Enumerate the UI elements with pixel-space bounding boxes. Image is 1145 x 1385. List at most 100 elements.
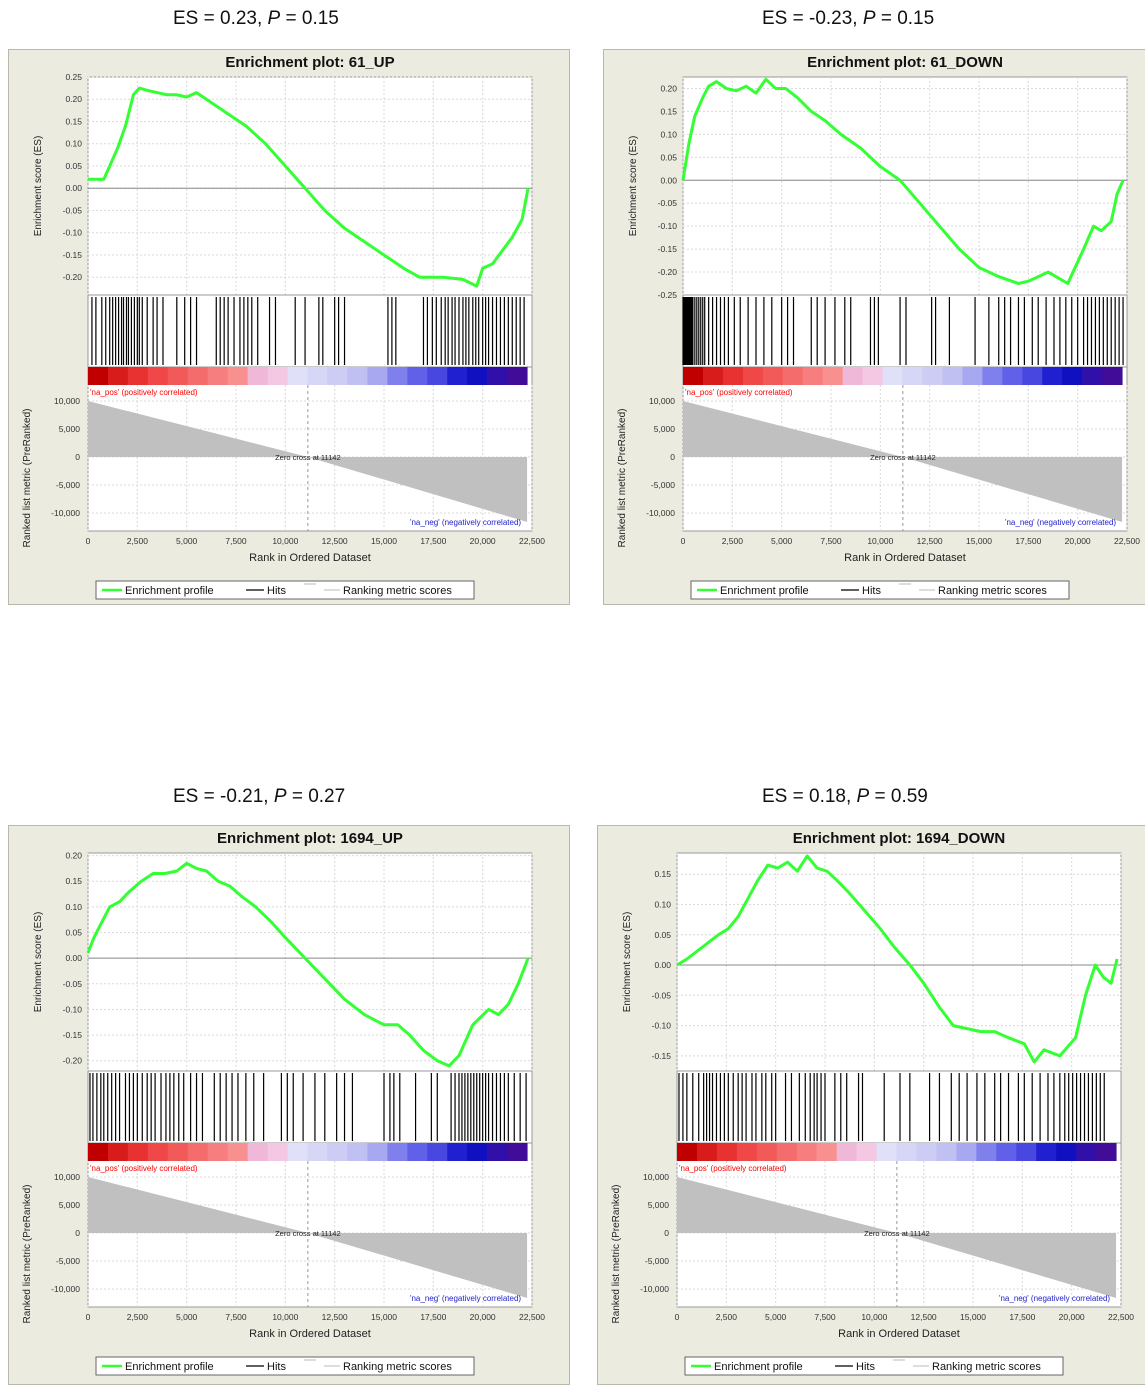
chart-title: Enrichment plot: 61_UP [225, 54, 394, 71]
rank-strip-segment [307, 367, 328, 385]
zero-cross-label: Zero cross at 11142 [275, 453, 341, 462]
es-tick-label: 0.10 [660, 129, 677, 139]
metric-area-positive [683, 401, 903, 457]
rank-strip-segment [367, 367, 388, 385]
es-tick-label: 0.15 [65, 116, 82, 126]
rank-strip-segment [716, 1143, 738, 1161]
x-tick-label: 15,000 [371, 536, 397, 546]
rank-strip-segment [407, 1143, 428, 1161]
legend-label-metric: Ranking metric scores [343, 585, 452, 597]
es-tick-label: -0.15 [63, 1030, 83, 1040]
metric-tick-label: -5,000 [645, 1256, 669, 1266]
rank-strip-segment [822, 367, 844, 385]
rank-strip-segment [287, 1143, 309, 1161]
metric-tick-label: 0 [75, 452, 80, 462]
x-tick-label: 2,500 [716, 1312, 738, 1322]
rank-strip-segment [427, 367, 448, 385]
legend-label-hits: Hits [267, 585, 286, 597]
chart-caption-3: ES = -0.21, P = 0.27 [173, 786, 346, 807]
metric-tick-label: 0 [664, 1228, 669, 1238]
metric-area-negative [307, 1233, 528, 1298]
x-tick-label: 0 [681, 536, 686, 546]
x-tick-label: 0 [86, 1312, 91, 1322]
rank-strip-segment [127, 1143, 149, 1161]
x-tick-label: 2,500 [127, 1312, 149, 1322]
es-tick-label: 0.05 [654, 930, 671, 940]
es-tick-label: -0.10 [652, 1021, 672, 1031]
x-tick-label: 7,500 [225, 1312, 247, 1322]
rank-strip-segment [1002, 367, 1023, 385]
pos-correlated-label: 'na_pos' (positively correlated) [90, 1164, 198, 1173]
es-tick-label: 0.20 [65, 94, 82, 104]
es-tick-label: 0.10 [654, 899, 671, 909]
rank-strip-segment [1042, 367, 1063, 385]
enrichment-panel-61-down: Enrichment plot: 61_DOWN 0.20 0.15 0.10 0.05… [603, 49, 1145, 605]
rank-strip-segment [247, 367, 269, 385]
x-tick-label: 17,500 [1009, 1312, 1035, 1322]
es-tick-label: -0.10 [63, 228, 83, 238]
x-tick-label: 20,000 [1065, 536, 1091, 546]
enrichment-panel-1694-up: Enrichment plot: 1694_UP 0.20 0.15 0.10 0.05… [8, 825, 570, 1385]
metric-tick-label: -10,000 [51, 508, 80, 518]
rank-strip-segment [1102, 367, 1123, 385]
rank-strip-segment [327, 367, 348, 385]
rank-strip-segment [856, 1143, 878, 1161]
es-tick-label: 0.20 [660, 83, 677, 93]
chart-title: Enrichment plot: 61_DOWN [807, 54, 1003, 71]
x-tick-label: 17,500 [1015, 536, 1041, 546]
rank-strip-segment [88, 367, 109, 385]
rank-strip-segment [107, 1143, 129, 1161]
legend-label-hits: Hits [862, 585, 881, 597]
enrichment-profile-line [86, 861, 530, 1068]
x-axis-label: Rank in Ordered Dataset [838, 1328, 960, 1340]
metric-tick-label: -5,000 [56, 480, 80, 490]
zero-cross-label: Zero cross at 11142 [864, 1229, 930, 1238]
es-tick-label: -0.20 [63, 1056, 83, 1066]
rank-strip-segment [836, 1143, 858, 1161]
legend-label-hits: Hits [856, 1361, 875, 1373]
rank-strip-segment [507, 367, 528, 385]
x-tick-label: 15,000 [371, 1312, 397, 1322]
rank-strip-segment [427, 1143, 448, 1161]
legend-box [684, 1356, 1064, 1376]
legend-box [690, 580, 1070, 600]
legend-label-profile: Enrichment profile [125, 1361, 214, 1373]
rank-strip-segment [347, 367, 368, 385]
metric-tick-label: 10,000 [643, 1172, 669, 1182]
rank-strip-segment [1022, 367, 1043, 385]
x-tick-label: 5,000 [176, 536, 198, 546]
chart-caption-2: ES = -0.23, P = 0.15 [762, 8, 935, 29]
x-axis-label: Rank in Ordered Dataset [249, 552, 371, 564]
rank-strip-segment [247, 1143, 269, 1161]
x-tick-label: 0 [675, 1312, 680, 1322]
rank-strip-segment [147, 1143, 169, 1161]
rank-strip-segment [962, 367, 983, 385]
rank-strip-segment [467, 1143, 488, 1161]
rank-strip-segment [876, 1143, 898, 1161]
rank-strip-segment [467, 367, 488, 385]
metric-tick-label: -10,000 [646, 508, 675, 518]
metric-tick-label: -5,000 [56, 1256, 80, 1266]
rank-strip-segment [683, 367, 704, 385]
rank-strip-segment [976, 1143, 997, 1161]
rank-strip-segment [702, 367, 724, 385]
es-axis-label: Enrichment score (ES) [33, 136, 44, 237]
metric-tick-label: 10,000 [649, 396, 675, 406]
rank-strip-segment [896, 1143, 917, 1161]
es-tick-label: 0.00 [660, 175, 677, 185]
es-axis-label: Enrichment score (ES) [622, 912, 633, 1013]
legend-label-hits: Hits [267, 1361, 286, 1373]
rank-strip-segment [956, 1143, 977, 1161]
x-tick-label: 10,000 [867, 536, 893, 546]
rank-strip-segment [307, 1143, 328, 1161]
es-tick-label: 0.15 [65, 876, 82, 886]
rank-strip-segment [1036, 1143, 1057, 1161]
rank-strip-segment [487, 367, 508, 385]
zero-cross-label: Zero cross at 11142 [275, 1229, 341, 1238]
pos-correlated-label: 'na_pos' (positively correlated) [90, 388, 198, 397]
rank-strip-segment [187, 367, 209, 385]
x-axis-label: Rank in Ordered Dataset [844, 552, 966, 564]
rank-strip-segment [722, 367, 744, 385]
x-tick-label: 10,000 [861, 1312, 887, 1322]
rank-strip-segment [147, 367, 169, 385]
